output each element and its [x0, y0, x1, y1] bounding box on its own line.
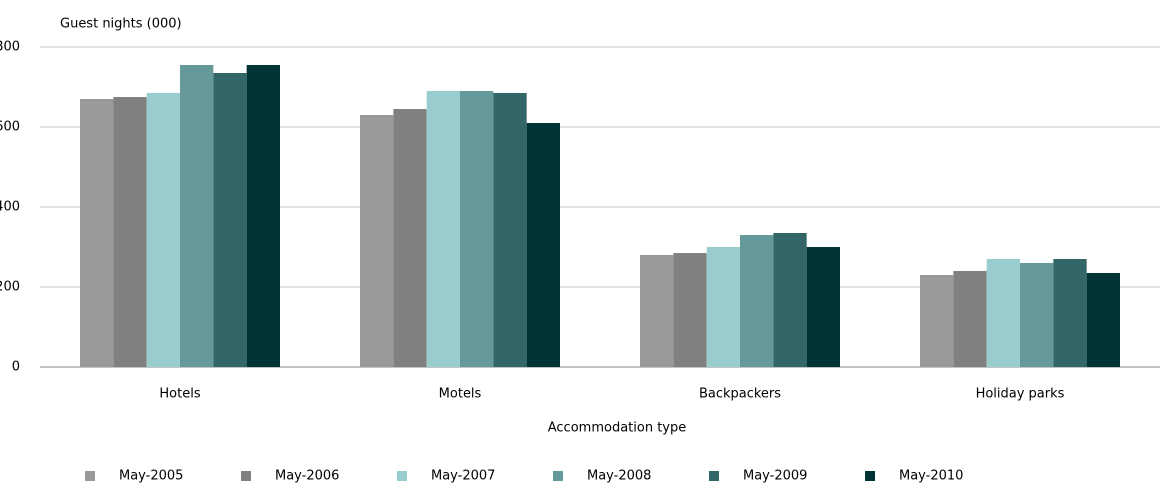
- bar: [1020, 263, 1054, 367]
- bar: [953, 271, 987, 367]
- legend-swatch: [709, 471, 719, 481]
- bar: [213, 73, 247, 367]
- legend-swatch: [241, 471, 251, 481]
- bar: [706, 247, 740, 367]
- legend-label: May-2009: [743, 469, 807, 484]
- bar: [740, 235, 774, 367]
- bar: [80, 99, 114, 367]
- bar: [773, 233, 807, 367]
- legend-label: May-2010: [899, 469, 963, 484]
- y-tick-label: 400: [0, 200, 20, 215]
- legend-label: May-2006: [275, 469, 339, 484]
- bar: [393, 109, 427, 367]
- bar: [806, 247, 840, 367]
- bar: [526, 123, 560, 367]
- y-tick-label: 0: [12, 360, 20, 375]
- x-tick-label: Backpackers: [699, 387, 781, 402]
- x-tick-label: Holiday parks: [976, 387, 1065, 402]
- bar: [460, 91, 494, 367]
- x-tick-label: Motels: [439, 387, 482, 402]
- bar: [673, 253, 707, 367]
- bar: [1053, 259, 1087, 367]
- x-tick-label: Hotels: [159, 387, 200, 402]
- bar: [113, 97, 147, 367]
- bar: [640, 255, 674, 367]
- legend-swatch: [397, 471, 407, 481]
- legend-swatch: [553, 471, 563, 481]
- bar: [146, 93, 180, 367]
- bar: [180, 65, 214, 367]
- y-tick-label: 600: [0, 120, 20, 135]
- x-axis-label: Accommodation type: [548, 421, 687, 436]
- bar: [920, 275, 954, 367]
- y-tick-label: 800: [0, 40, 20, 55]
- y-tick-label: 200: [0, 280, 20, 295]
- bar: [1086, 273, 1120, 367]
- legend-label: May-2005: [119, 469, 183, 484]
- bar: [246, 65, 280, 367]
- legend-label: May-2008: [587, 469, 651, 484]
- legend-swatch: [865, 471, 875, 481]
- bar: [986, 259, 1020, 367]
- y-axis-label: Guest nights (000): [60, 17, 182, 32]
- bar: [493, 93, 527, 367]
- legend-swatch: [85, 471, 95, 481]
- legend-label: May-2007: [431, 469, 495, 484]
- bar: [426, 91, 460, 367]
- bar: [360, 115, 394, 367]
